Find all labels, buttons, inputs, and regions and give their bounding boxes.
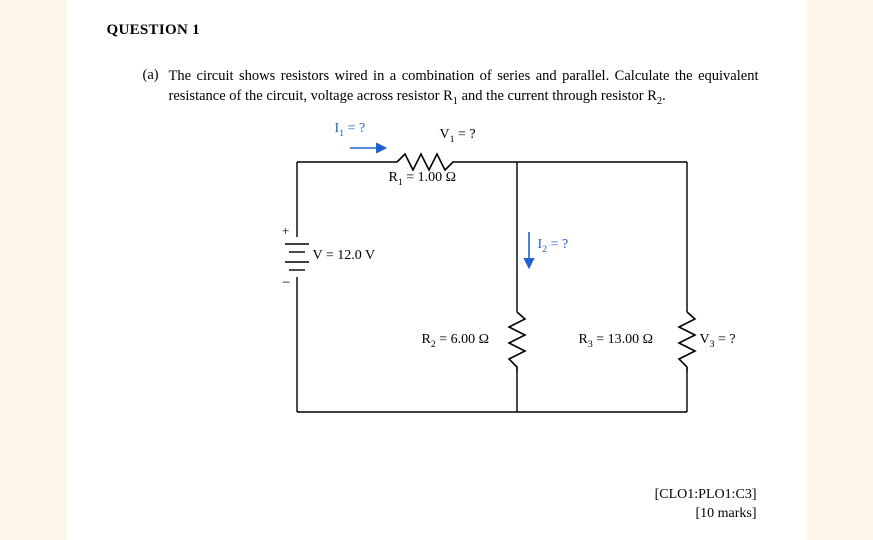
clo-tag: [CLO1:PLO1:C3]	[655, 486, 757, 505]
label-r1: R1 = 1.00 Ω	[389, 170, 457, 186]
label-i1: I1 = ?	[335, 121, 366, 137]
label-v3: V3 = ?	[700, 332, 736, 348]
page: QUESTION 1 (a) The circuit shows resisto…	[67, 0, 807, 540]
label-vsrc: V = 12.0 V	[313, 248, 376, 264]
question-part: (a) The circuit shows resistors wired in…	[143, 67, 779, 106]
label-r3: R3 = 13.00 Ω	[579, 332, 654, 348]
circuit-diagram: + − I1 = ? V1 = ? R1 = 1.00 Ω V = 12.0 V…	[257, 112, 727, 432]
circuit-svg: + −	[257, 112, 727, 432]
part-label: (a)	[143, 67, 169, 84]
label-v1: V1 = ?	[440, 127, 476, 143]
svg-text:+: +	[282, 223, 289, 238]
label-r2: R2 = 6.00 Ω	[422, 332, 490, 348]
part-text: The circuit shows resistors wired in a c…	[169, 67, 759, 106]
svg-text:−: −	[282, 275, 290, 291]
marks-value: [10 marks]	[655, 505, 757, 524]
marks-block: [CLO1:PLO1:C3] [10 marks]	[655, 486, 757, 524]
label-i2: I2 = ?	[538, 237, 569, 253]
question-title: QUESTION 1	[107, 22, 779, 39]
